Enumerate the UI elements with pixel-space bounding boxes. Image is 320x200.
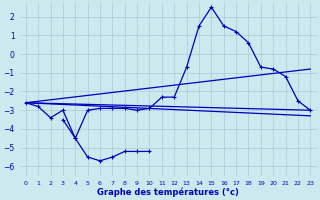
X-axis label: Graphe des températures (°c): Graphe des températures (°c) [97,187,239,197]
